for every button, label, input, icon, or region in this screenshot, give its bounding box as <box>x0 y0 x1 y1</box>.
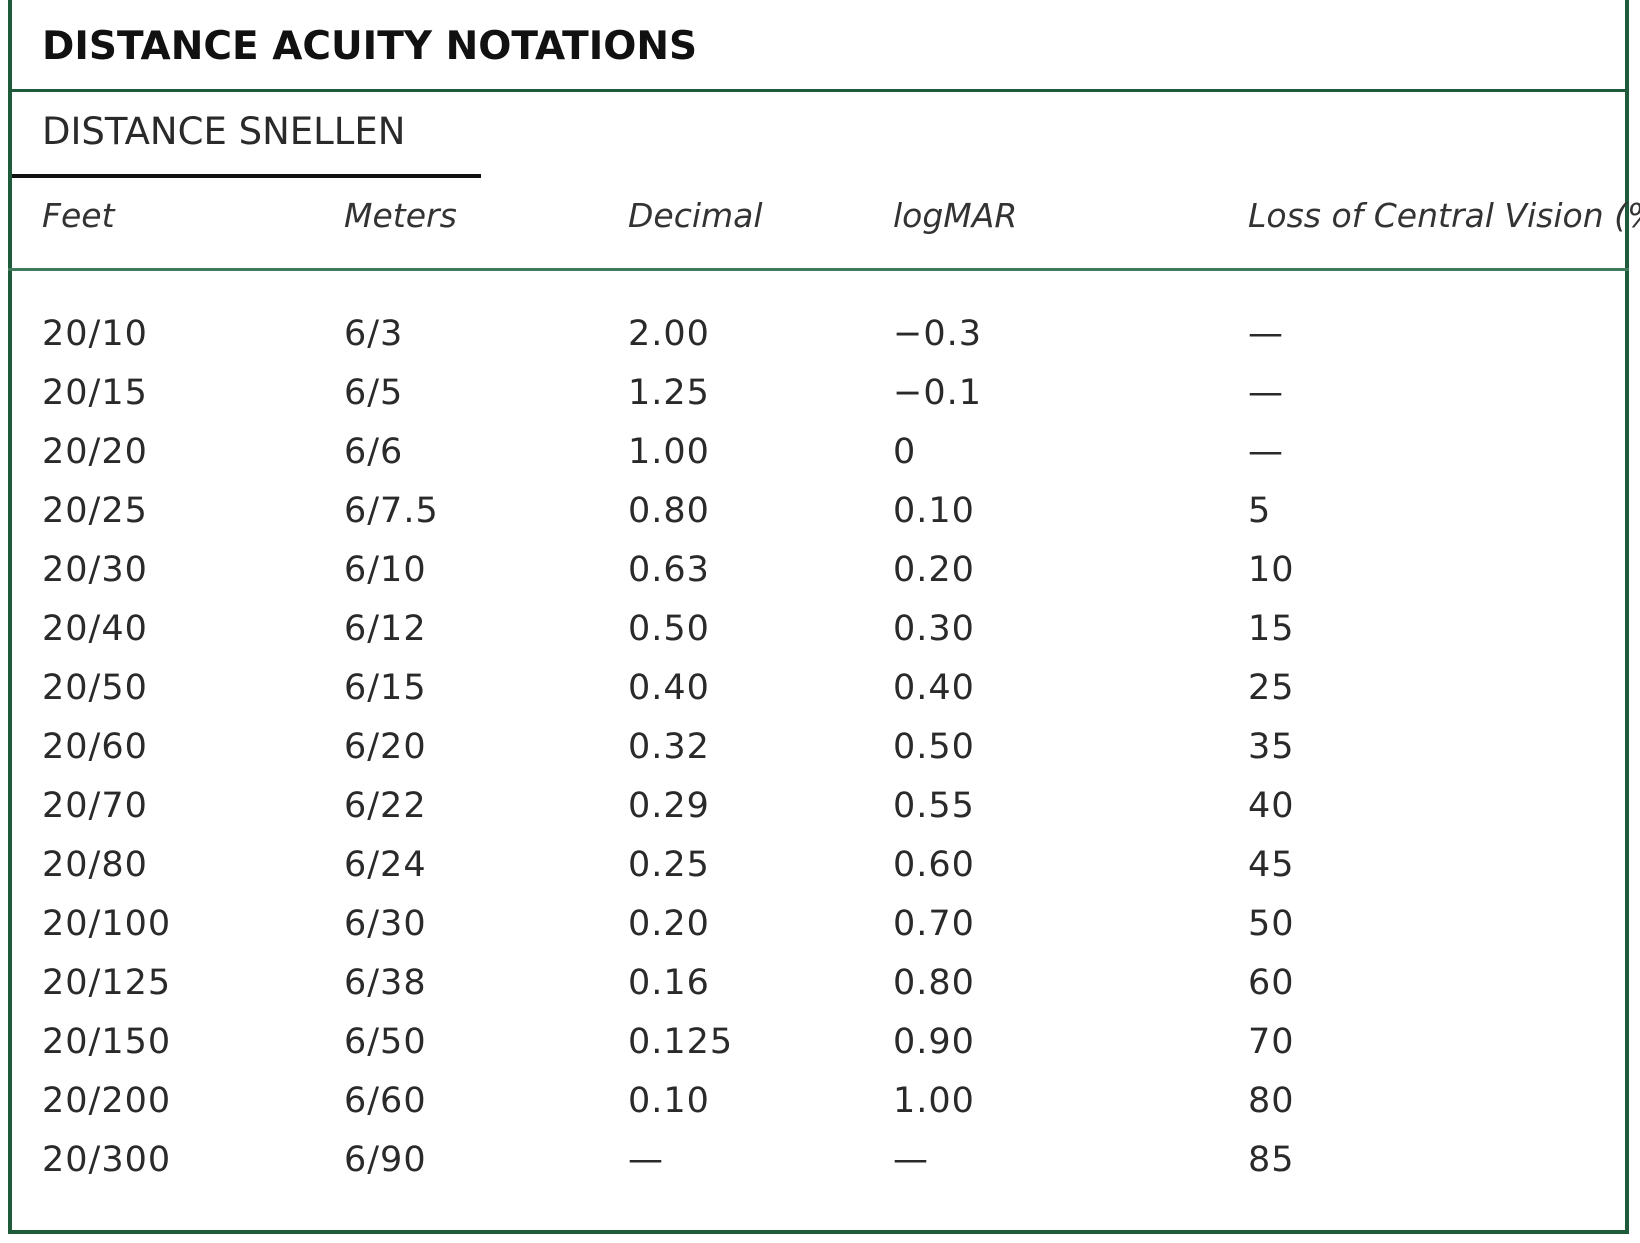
cell-feet: 20/30 <box>42 550 148 590</box>
cell-decimal: 2.00 <box>628 314 710 354</box>
cell-logmar: 0.90 <box>893 1022 975 1062</box>
cell-decimal: 0.20 <box>628 904 710 944</box>
cell-decimal: 1.25 <box>628 373 710 413</box>
cell-logmar: −0.3 <box>893 314 982 354</box>
column-header-meters: Meters <box>344 196 457 235</box>
cell-logmar: −0.1 <box>893 373 982 413</box>
cell-loss: 10 <box>1248 550 1295 590</box>
cell-decimal: 0.40 <box>628 668 710 708</box>
cell-meters: 6/7.5 <box>344 491 439 531</box>
header-divider <box>8 268 1629 271</box>
cell-decimal: 1.00 <box>628 432 710 472</box>
cell-decimal: 0.125 <box>628 1022 734 1062</box>
title-divider <box>8 89 1629 92</box>
cell-meters: 6/50 <box>344 1022 427 1062</box>
cell-feet: 20/10 <box>42 314 148 354</box>
column-header-loss-central-vision: Loss of Central Vision (%) <box>1248 196 1640 235</box>
column-header-logmar: logMAR <box>893 196 1018 235</box>
column-header-feet: Feet <box>42 196 115 235</box>
cell-meters: 6/22 <box>344 786 427 826</box>
cell-decimal: 0.50 <box>628 609 710 649</box>
cell-decimal: 0.63 <box>628 550 710 590</box>
cell-feet: 20/200 <box>42 1081 172 1121</box>
cell-loss: 25 <box>1248 668 1295 708</box>
cell-decimal: — <box>628 1140 664 1180</box>
cell-loss: 85 <box>1248 1140 1295 1180</box>
cell-meters: 6/5 <box>344 373 404 413</box>
cell-meters: 6/38 <box>344 963 427 1003</box>
cell-feet: 20/40 <box>42 609 148 649</box>
cell-decimal: 0.32 <box>628 727 710 767</box>
cell-feet: 20/300 <box>42 1140 172 1180</box>
cell-loss: 45 <box>1248 845 1295 885</box>
cell-logmar: 0 <box>893 432 917 472</box>
cell-meters: 6/24 <box>344 845 427 885</box>
cell-decimal: 0.16 <box>628 963 710 1003</box>
cell-loss: — <box>1248 373 1284 413</box>
cell-meters: 6/30 <box>344 904 427 944</box>
cell-meters: 6/12 <box>344 609 427 649</box>
table-frame <box>8 0 1629 1234</box>
cell-feet: 20/20 <box>42 432 148 472</box>
cell-feet: 20/150 <box>42 1022 172 1062</box>
cell-meters: 6/6 <box>344 432 404 472</box>
cell-loss: — <box>1248 432 1284 472</box>
cell-feet: 20/50 <box>42 668 148 708</box>
cell-loss: 80 <box>1248 1081 1295 1121</box>
cell-feet: 20/70 <box>42 786 148 826</box>
cell-loss: 35 <box>1248 727 1295 767</box>
cell-loss: 40 <box>1248 786 1295 826</box>
cell-loss: — <box>1248 314 1284 354</box>
column-header-decimal: Decimal <box>628 196 763 235</box>
cell-meters: 6/10 <box>344 550 427 590</box>
cell-feet: 20/15 <box>42 373 148 413</box>
cell-decimal: 0.80 <box>628 491 710 531</box>
cell-logmar: 0.60 <box>893 845 975 885</box>
table-title: DISTANCE ACUITY NOTATIONS <box>42 24 698 69</box>
cell-logmar: 0.70 <box>893 904 975 944</box>
cell-decimal: 0.29 <box>628 786 710 826</box>
cell-feet: 20/80 <box>42 845 148 885</box>
cell-feet: 20/100 <box>42 904 172 944</box>
cell-decimal: 0.10 <box>628 1081 710 1121</box>
cell-logmar: — <box>893 1140 929 1180</box>
cell-feet: 20/125 <box>42 963 172 1003</box>
subtitle-underline <box>12 174 481 178</box>
cell-loss: 5 <box>1248 491 1272 531</box>
cell-decimal: 0.25 <box>628 845 710 885</box>
cell-feet: 20/25 <box>42 491 148 531</box>
cell-meters: 6/15 <box>344 668 427 708</box>
cell-feet: 20/60 <box>42 727 148 767</box>
cell-logmar: 1.00 <box>893 1081 975 1121</box>
cell-loss: 70 <box>1248 1022 1295 1062</box>
cell-meters: 6/60 <box>344 1081 427 1121</box>
cell-logmar: 0.30 <box>893 609 975 649</box>
cell-logmar: 0.50 <box>893 727 975 767</box>
cell-loss: 60 <box>1248 963 1295 1003</box>
cell-loss: 15 <box>1248 609 1295 649</box>
cell-logmar: 0.10 <box>893 491 975 531</box>
cell-loss: 50 <box>1248 904 1295 944</box>
cell-logmar: 0.55 <box>893 786 975 826</box>
cell-logmar: 0.40 <box>893 668 975 708</box>
cell-logmar: 0.20 <box>893 550 975 590</box>
cell-meters: 6/90 <box>344 1140 427 1180</box>
section-subtitle: DISTANCE SNELLEN <box>42 110 406 153</box>
cell-meters: 6/20 <box>344 727 427 767</box>
cell-logmar: 0.80 <box>893 963 975 1003</box>
cell-meters: 6/3 <box>344 314 404 354</box>
